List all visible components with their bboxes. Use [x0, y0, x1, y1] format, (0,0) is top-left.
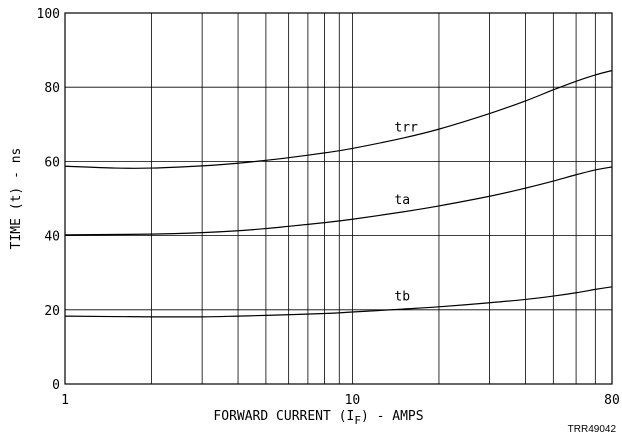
curves: [64, 69, 613, 318]
series-label-tb: tb: [394, 290, 410, 305]
y-tick-label: 60: [44, 155, 60, 170]
x-axis-title: FORWARD CURRENT (IF) - AMPS: [213, 409, 423, 427]
grid: [64, 12, 613, 385]
x-axis-title-tail: ) - AMPS: [361, 409, 424, 424]
x-tick-label: 1: [61, 393, 69, 408]
figure-code: TRR49042: [568, 424, 617, 435]
y-axis-title: TIME (t) - ns: [9, 148, 24, 250]
series-label-trr: trr: [394, 121, 418, 136]
y-tick-label: 0: [52, 378, 60, 393]
series-line-tb: [64, 286, 613, 318]
x-axis-title-main: FORWARD CURRENT (I: [213, 409, 354, 424]
series-label-ta: ta: [394, 193, 410, 208]
tick-labels: 0 20 40 60 80 100 1 10 80: [37, 7, 620, 408]
x-axis-title-subscript: F: [354, 414, 361, 427]
x-tick-label: 80: [604, 393, 620, 408]
y-tick-label: 80: [44, 81, 60, 96]
series-line-trr: [64, 69, 613, 169]
y-tick-label: 100: [37, 7, 60, 22]
curve-labels: trr ta tb: [394, 121, 418, 305]
plot-frame: [64, 12, 613, 385]
x-tick-label: 10: [345, 393, 361, 408]
y-tick-label: 20: [44, 304, 60, 319]
series-line-ta: [64, 166, 613, 236]
y-tick-label: 40: [44, 230, 60, 245]
